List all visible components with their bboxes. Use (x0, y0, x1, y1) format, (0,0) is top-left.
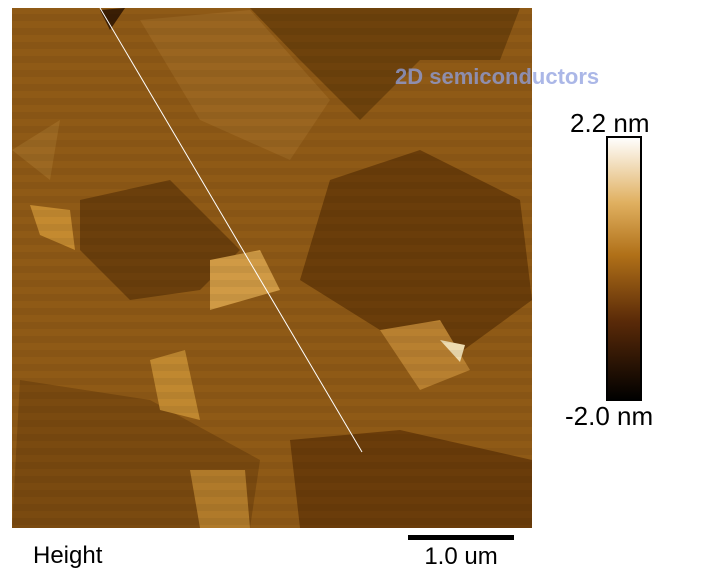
afm-image: 2D semiconductors (12, 7, 599, 528)
colorbar (606, 136, 642, 401)
scale-bar (408, 535, 514, 540)
caption: Height (33, 542, 103, 569)
watermark: 2D semiconductors (395, 64, 599, 89)
colorbar-min-label: -2.0 nm (565, 401, 653, 431)
scale-bar-label: 1.0 um (424, 543, 497, 570)
colorbar-max-label: 2.2 nm (570, 108, 650, 138)
